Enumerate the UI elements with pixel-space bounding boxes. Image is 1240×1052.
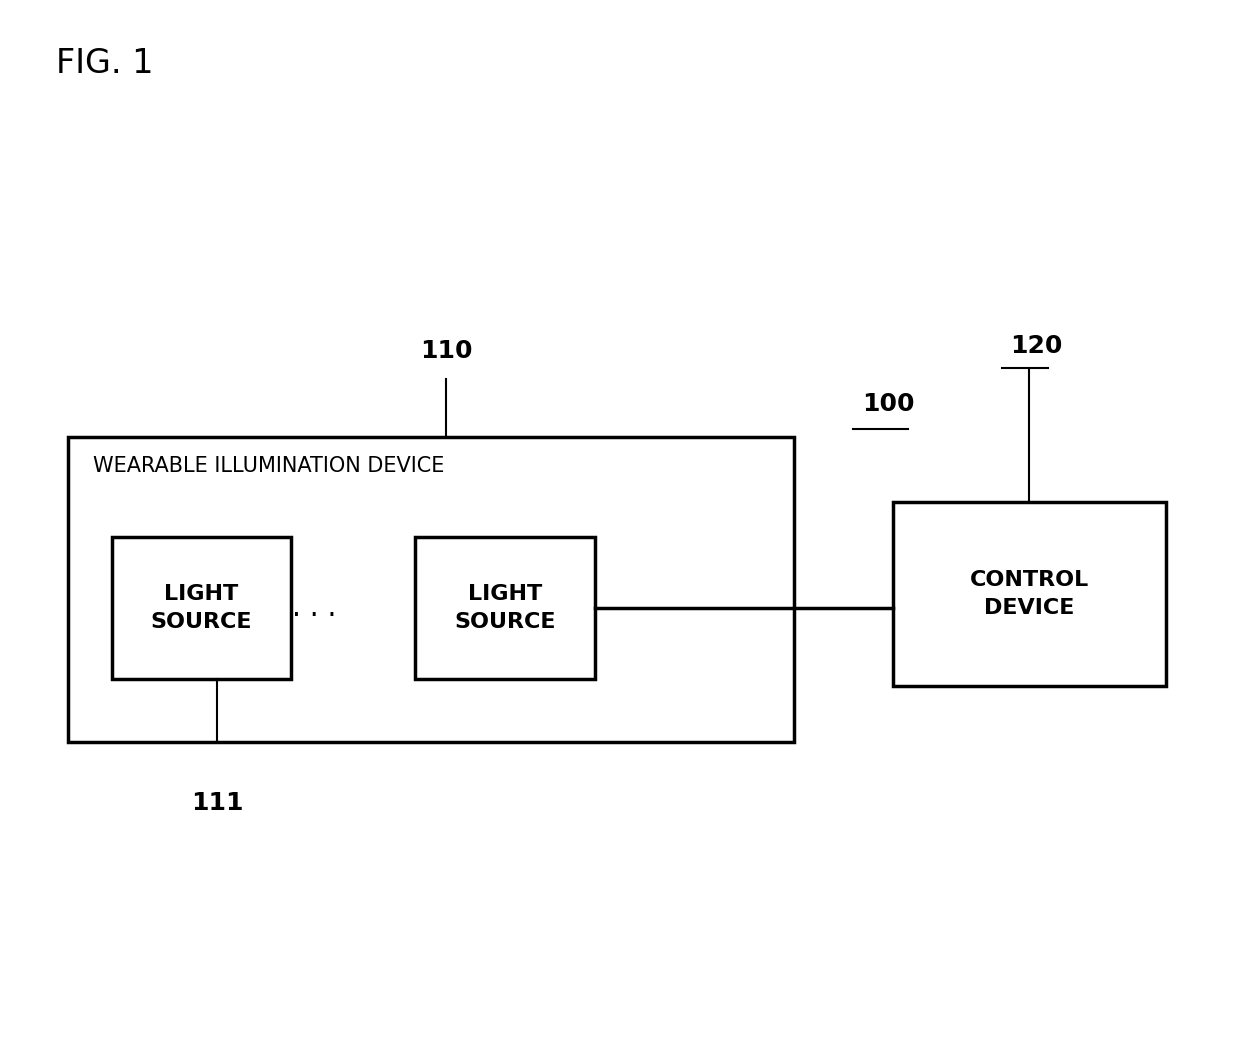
Bar [893, 502, 1166, 686]
Text: 120: 120 [1011, 333, 1063, 358]
Text: LIGHT
SOURCE: LIGHT SOURCE [454, 584, 556, 632]
Text: . . .: . . . [291, 594, 336, 622]
Text: 111: 111 [191, 791, 243, 815]
Text: 110: 110 [420, 339, 472, 363]
Text: LIGHT
SOURCE: LIGHT SOURCE [150, 584, 252, 632]
Text: 100: 100 [862, 391, 914, 416]
Text: FIG. 1: FIG. 1 [56, 47, 154, 80]
Bar [68, 437, 794, 742]
Bar [415, 537, 595, 679]
Text: CONTROL
DEVICE: CONTROL DEVICE [970, 570, 1089, 619]
Text: WEARABLE ILLUMINATION DEVICE: WEARABLE ILLUMINATION DEVICE [93, 456, 444, 476]
Bar [112, 537, 291, 679]
